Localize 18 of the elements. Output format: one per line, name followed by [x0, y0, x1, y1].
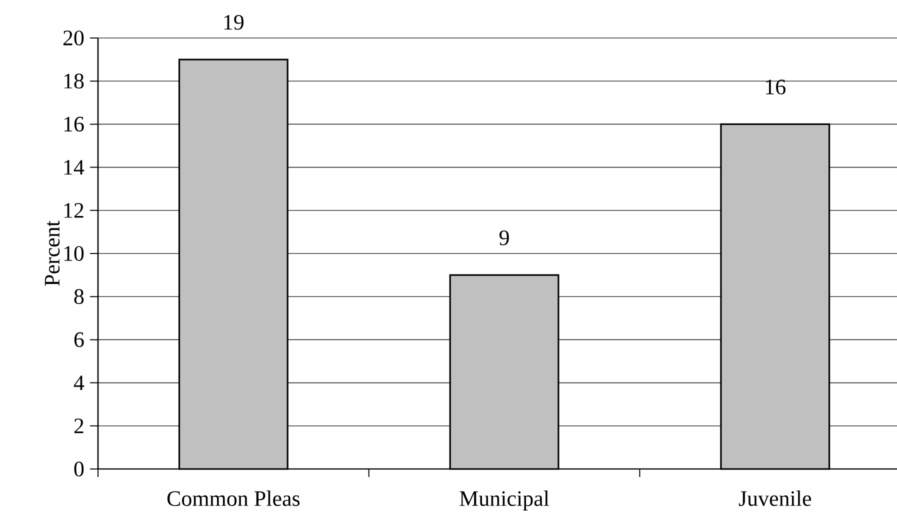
y-tick-label: 16 — [64, 116, 84, 132]
data-label: 16 — [766, 80, 786, 94]
y-tick-label: 18 — [64, 74, 84, 89]
y-axis-title: Percent — [44, 220, 60, 286]
y-tick-label: 20 — [63, 30, 84, 46]
x-tick-label: Common Pleas — [167, 490, 300, 506]
y-tick-label: 12 — [64, 203, 84, 218]
y-tick-label: 8 — [74, 289, 84, 304]
y-tick-label: 10 — [64, 246, 84, 261]
x-tick-label: Juvenile — [738, 490, 812, 506]
y-tick-label: 6 — [74, 332, 84, 348]
y-tick-label: 14 — [64, 160, 84, 175]
data-label: 19 — [224, 14, 244, 30]
data-label: 9 — [499, 230, 509, 246]
x-tick-label: Municipal — [460, 490, 550, 510]
y-tick-label: 0 — [74, 462, 84, 476]
y-tick-label: 4 — [74, 376, 84, 390]
y-tick-label: 2 — [74, 418, 84, 434]
